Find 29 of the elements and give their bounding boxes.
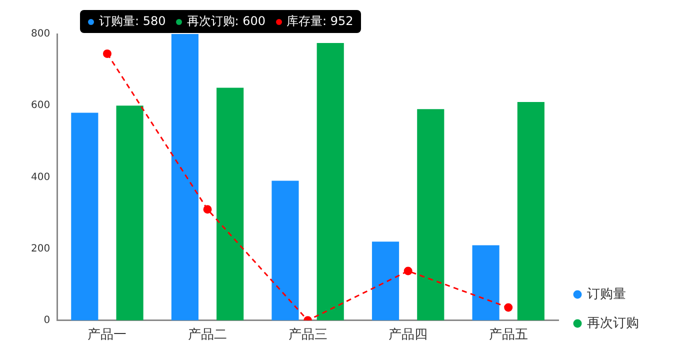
point (504, 303, 513, 312)
point (203, 205, 212, 214)
bar (116, 106, 144, 320)
bar (517, 102, 544, 320)
x-tick-label: 产品五 (488, 328, 528, 343)
y-tick-label: 200 (30, 243, 50, 254)
point (404, 266, 412, 276)
y-tick-label: 800 (30, 28, 50, 40)
bar (316, 42, 344, 320)
text: 库存量: 952 (286, 13, 354, 30)
y-tick-label: 0 (44, 314, 50, 326)
point (102, 49, 112, 58)
bar (216, 88, 244, 320)
x-tick-label: 产品四 (388, 328, 428, 343)
bar (71, 112, 98, 320)
y-tick-label: 400 (30, 172, 50, 183)
x-tick-label: 产品二 (188, 328, 228, 343)
y-tick-label: 600 (30, 100, 50, 112)
text: 订购量: 580 (99, 13, 166, 30)
legend-label: 订购量 (587, 286, 626, 302)
bar (372, 242, 400, 320)
bar (472, 245, 500, 320)
x-tick-label: 产品三 (288, 328, 328, 343)
legend-label: 再次订购 (587, 316, 639, 331)
bar (272, 180, 299, 320)
bar (417, 109, 444, 320)
bar (171, 34, 198, 320)
x-tick-label: 产品一 (88, 328, 127, 343)
text: 再次订购: 600 (186, 13, 266, 30)
